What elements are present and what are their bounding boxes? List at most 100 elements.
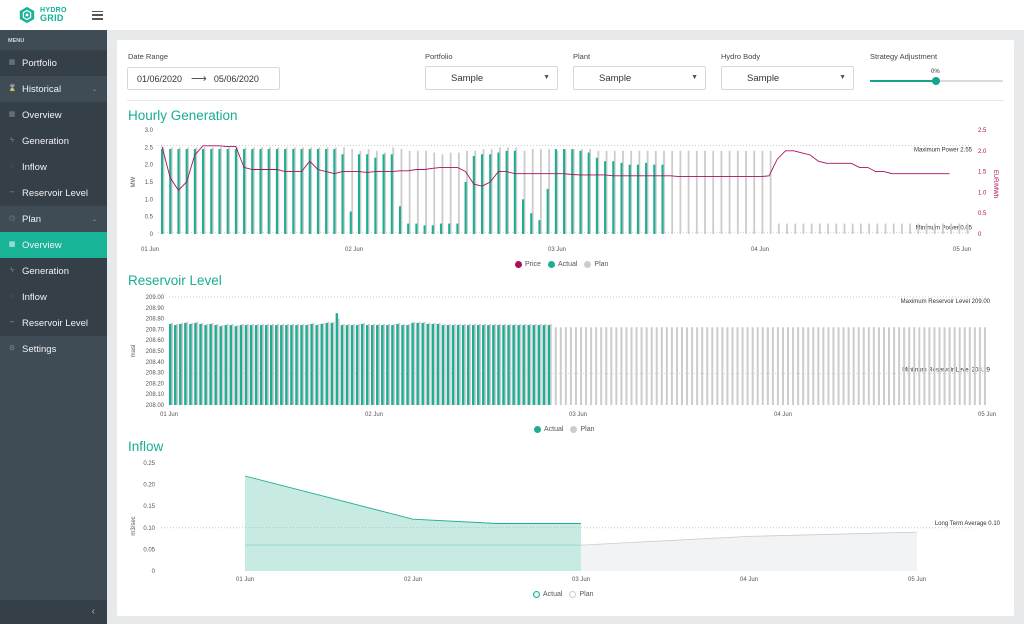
actual-bar: [341, 154, 344, 234]
plan-bar: [670, 327, 673, 405]
sidebar-item-historical-overview[interactable]: ▦ Overview: [0, 102, 107, 128]
sidebar-item-label: Plan: [22, 213, 42, 225]
plan-bar: [438, 322, 441, 405]
plan-bar: [482, 149, 485, 234]
sidebar-item-portfolio[interactable]: ▦ Portfolio: [0, 50, 107, 76]
plan-bar: [266, 324, 269, 405]
actual-bar: [537, 325, 541, 405]
legend-item[interactable]: Plan: [569, 591, 593, 598]
sidebar-item-plan-overview[interactable]: ▦ Overview: [0, 232, 107, 258]
legend-label: Actual: [543, 591, 563, 598]
actual-bar: [538, 220, 541, 234]
plan-bar: [564, 327, 567, 405]
plan-bar: [923, 327, 926, 405]
strategy-slider[interactable]: 0%: [870, 67, 1003, 87]
legend-item[interactable]: Plan: [584, 261, 608, 268]
sidebar-item-historical-reservoir-level[interactable]: ∼ Reservoir Level: [0, 180, 107, 206]
y-tick-label: 208.80: [146, 317, 165, 323]
date-start[interactable]: 01/06/2020: [137, 73, 183, 84]
plan-bar: [458, 324, 461, 405]
sidebar-item-plan-inflow[interactable]: ◌ Inflow: [0, 284, 107, 310]
plan-bar: [498, 147, 501, 234]
legend-item[interactable]: Actual: [534, 426, 563, 433]
collapse-sidebar-icon[interactable]: ‹: [91, 606, 95, 617]
plan-bar: [515, 147, 518, 234]
menu-label: MENU: [8, 38, 25, 44]
date-end[interactable]: 05/06/2020: [213, 73, 259, 84]
plan-bar: [342, 324, 345, 405]
plan-bar: [756, 327, 759, 405]
actual-bar: [439, 223, 443, 234]
actual-bar: [382, 154, 385, 234]
y2-tick-label: 2.5: [978, 128, 987, 134]
actual-bar: [357, 154, 361, 234]
sidebar-item-plan-reservoir-level[interactable]: ∼ Reservoir Level: [0, 310, 107, 336]
logo[interactable]: HYDRO GRID: [18, 6, 67, 24]
legend-item[interactable]: Price: [515, 261, 541, 268]
plan-bar: [453, 324, 456, 405]
hydro-body-select[interactable]: Sample ▼: [721, 66, 854, 90]
sidebar-item-label: Generation: [22, 135, 70, 147]
actual-bar: [653, 164, 656, 234]
annotation: Minimum Reservoir Level 208.29: [902, 368, 990, 374]
actual-bar: [441, 325, 445, 405]
slider-thumb[interactable]: [932, 77, 940, 85]
plan-bar: [680, 327, 683, 405]
plant-select[interactable]: Sample ▼: [573, 66, 706, 90]
plan-bar: [282, 324, 285, 405]
drop-icon: ◌: [9, 293, 15, 300]
bolt-icon: ϟ: [10, 267, 14, 274]
actual-bar: [209, 324, 212, 405]
actual-bar: [251, 149, 254, 234]
plan-bar: [211, 322, 214, 405]
legend-item[interactable]: Plan: [570, 426, 594, 433]
actual-bar: [284, 149, 287, 234]
plan-bar: [589, 149, 592, 234]
actual-bar: [219, 326, 222, 405]
plan-bar: [509, 324, 512, 405]
date-range-picker[interactable]: 01/06/2020 ⟶ 05/06/2020: [127, 67, 280, 90]
plan-bar: [463, 324, 466, 405]
actual-bar: [226, 149, 229, 234]
plan-bar: [206, 324, 209, 405]
actual-bar: [345, 325, 349, 405]
actual-bar: [513, 150, 516, 234]
sidebar-item-historical-inflow[interactable]: ◌ Inflow: [0, 154, 107, 180]
plan-bar: [261, 324, 264, 405]
plan-bar: [832, 327, 835, 405]
plan-bar: [191, 322, 194, 405]
plan-bar: [635, 327, 638, 405]
plan-bar: [256, 324, 259, 405]
actual-bar: [426, 324, 429, 405]
actual-bar: [292, 149, 295, 234]
legend-dot: [547, 261, 555, 268]
plan-bar: [457, 152, 460, 234]
actual-bar: [451, 325, 455, 405]
plan-bar: [818, 223, 821, 234]
sidebar-item-label: Reservoir Level: [22, 187, 88, 199]
hydrogrid-logo-icon: [19, 6, 35, 24]
plan-bar: [943, 327, 946, 405]
sidebar-item-historical-generation[interactable]: ϟ Generation: [0, 128, 107, 154]
plan-bar: [203, 147, 206, 234]
sidebar-item-plan[interactable]: ◷ Plan ⌄: [0, 206, 107, 232]
actual-bar: [497, 325, 500, 405]
hamburger-menu-icon[interactable]: [91, 10, 103, 20]
plan-bar: [171, 322, 173, 405]
sidebar-item-plan-generation[interactable]: ϟ Generation: [0, 258, 107, 284]
plan-bar: [625, 327, 628, 405]
portfolio-select[interactable]: Sample ▼: [425, 66, 558, 90]
plan-bar: [425, 150, 427, 234]
sidebar-item-settings[interactable]: ⚙ Settings: [0, 336, 107, 362]
actual-bar: [161, 149, 164, 234]
plant-select-value: Sample: [599, 72, 632, 84]
plan-bar: [221, 325, 224, 405]
actual-bar: [464, 182, 467, 234]
plan-bar: [418, 321, 421, 405]
legend-item[interactable]: Actual: [547, 261, 577, 268]
plan-bar: [236, 325, 239, 405]
sidebar-item-historical[interactable]: ⌛ Historical ⌄: [0, 76, 107, 102]
plan-bar: [372, 324, 375, 405]
legend-item[interactable]: Actual: [533, 591, 562, 598]
actual-bar: [482, 325, 485, 405]
